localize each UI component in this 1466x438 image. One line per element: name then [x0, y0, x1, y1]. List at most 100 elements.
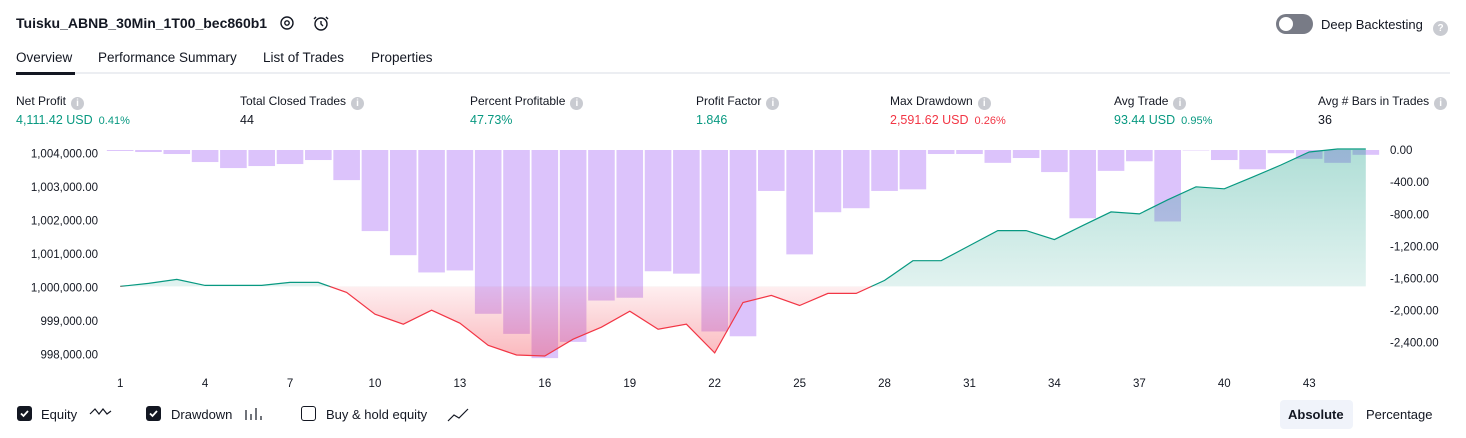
- toggle[interactable]: [1276, 14, 1313, 34]
- help-icon[interactable]: ?: [1433, 17, 1448, 36]
- drawdown-bar: [842, 150, 870, 209]
- drawdown-bar: [1239, 150, 1266, 170]
- metric-label: Max Drawdown i: [890, 94, 991, 110]
- legend-label: Buy & hold equity: [326, 407, 428, 422]
- checkbox[interactable]: [301, 406, 316, 421]
- metric-value: 36: [1318, 113, 1332, 127]
- tab[interactable]: Performance Summary: [98, 50, 237, 65]
- x-tick-label: 25: [793, 378, 806, 390]
- y2-tick-label: -2,000.00: [1390, 306, 1439, 318]
- x-tick-label: 34: [1048, 378, 1061, 390]
- drawdown-bar: [191, 150, 219, 163]
- drawdown-bar: [899, 150, 927, 190]
- replay-icon[interactable]: [311, 13, 331, 33]
- metric-label-text: Avg Trade: [1114, 94, 1169, 108]
- drawdown-bar: [135, 150, 162, 153]
- metric-percent: 0.95%: [1181, 115, 1213, 127]
- metric-label-text: Total Closed Trades: [240, 94, 347, 108]
- settings-icon[interactable]: [278, 14, 296, 32]
- metric-value-text: 93.44 USD: [1114, 113, 1176, 127]
- x-tick-label: 4: [202, 378, 209, 390]
- drawdown-bar: [1210, 150, 1238, 161]
- drawdown-bar: [588, 150, 615, 301]
- metric-label-text: Percent Profitable: [470, 94, 566, 108]
- drawdown-bar: [956, 150, 983, 155]
- drawdown-bar: [305, 150, 332, 161]
- y2-tick-label: -1,200.00: [1390, 241, 1439, 253]
- x-tick-label: 1: [117, 378, 123, 390]
- x-tick-label: 16: [538, 378, 551, 390]
- toggle-button[interactable]: Percentage: [1366, 407, 1433, 422]
- metric-value-text: 47.73%: [470, 113, 513, 127]
- x-tick-label: 10: [369, 378, 382, 390]
- info-icon[interactable]: i: [570, 97, 584, 110]
- equity-line: [120, 148, 1366, 357]
- metric-label: Percent Profitable i: [470, 94, 584, 110]
- y-tick-label: 999,000.00: [40, 316, 98, 328]
- info-icon[interactable]: i: [977, 97, 991, 110]
- x-tick-label: 7: [287, 378, 293, 390]
- info-icon[interactable]: i: [1434, 97, 1448, 110]
- checkbox[interactable]: [17, 406, 32, 421]
- drawdown-bar: [220, 150, 247, 169]
- x-tick-label: 22: [708, 378, 721, 390]
- metric-value: 4,111.42 USD 0.41%: [16, 113, 130, 127]
- tab[interactable]: List of Trades: [263, 50, 345, 65]
- info-icon[interactable]: i: [766, 97, 780, 110]
- drawdown-bar: [644, 150, 672, 272]
- y2-tick-label: -2,400.00: [1390, 338, 1439, 350]
- drawdown-bar: [616, 150, 644, 298]
- checkbox[interactable]: [146, 406, 161, 421]
- tab[interactable]: Properties: [371, 50, 433, 65]
- y-tick-label: 1,001,000.00: [31, 249, 98, 261]
- drawdown-bar: [1041, 150, 1068, 173]
- info-icon[interactable]: i: [1173, 97, 1187, 110]
- drawdown-bar: [361, 150, 389, 232]
- drawdown-bar: [1126, 150, 1153, 162]
- drawdown-bar: [248, 150, 276, 167]
- y-tick-label: 1,002,000.00: [31, 216, 98, 228]
- y2-tick-label: 0.00: [1390, 145, 1412, 157]
- metric-value: 2,591.62 USD 0.26%: [890, 113, 1006, 127]
- y-tick-label: 1,000,000.00: [31, 282, 98, 294]
- tab[interactable]: Overview: [16, 50, 73, 65]
- y-tick-label: 1,003,000.00: [31, 182, 98, 194]
- metric-label: Total Closed Trades i: [240, 94, 365, 110]
- metric-value-text: 2,591.62 USD: [890, 113, 969, 127]
- drawdown-bar: [106, 150, 134, 151]
- metric-label-text: Avg # Bars in Trades: [1318, 94, 1430, 108]
- y-tick-label: 998,000.00: [40, 349, 98, 361]
- x-tick-label: 40: [1218, 378, 1231, 390]
- metric-percent: 0.26%: [974, 115, 1006, 127]
- drawdown-bar: [389, 150, 417, 256]
- drawdown-bar: [871, 150, 898, 191]
- info-icon[interactable]: i: [351, 97, 365, 110]
- tab-separator: [16, 72, 1450, 74]
- drawdown-bar: [984, 150, 1012, 163]
- x-tick-label: 31: [963, 378, 976, 390]
- drawdown-bar: [1012, 150, 1040, 159]
- info-icon[interactable]: i: [71, 97, 85, 110]
- button-bg: [1280, 400, 1353, 429]
- metric-value-text: 36: [1318, 113, 1332, 127]
- metric-value: 44: [240, 113, 254, 127]
- metric-label-text: Profit Factor: [696, 94, 762, 108]
- drawdown-bar: [814, 150, 842, 213]
- legend-icon: [245, 408, 262, 420]
- x-tick-label: 19: [623, 378, 636, 390]
- y-tick-label: 1,004,000.00: [31, 149, 98, 161]
- metric-label-text: Net Profit: [16, 94, 67, 108]
- metric-label: Net Profit i: [16, 94, 85, 110]
- strategy-title: Tuisku_ABNB_30Min_1T00_bec860b1: [16, 15, 268, 31]
- x-tick-label: 13: [453, 378, 466, 390]
- metric-percent: 0.41%: [98, 115, 130, 127]
- metric-label-text: Max Drawdown: [890, 94, 973, 108]
- y2-tick-label: -400.00: [1390, 177, 1429, 189]
- active-tab-indicator: [16, 72, 75, 75]
- metric-value-text: 4,111.42 USD: [16, 113, 93, 127]
- drawdown-bar: [446, 150, 474, 271]
- y2-tick-label: -800.00: [1390, 209, 1429, 221]
- legend-label: Equity: [41, 407, 78, 422]
- toggle-button[interactable]: Absolute: [1288, 407, 1344, 422]
